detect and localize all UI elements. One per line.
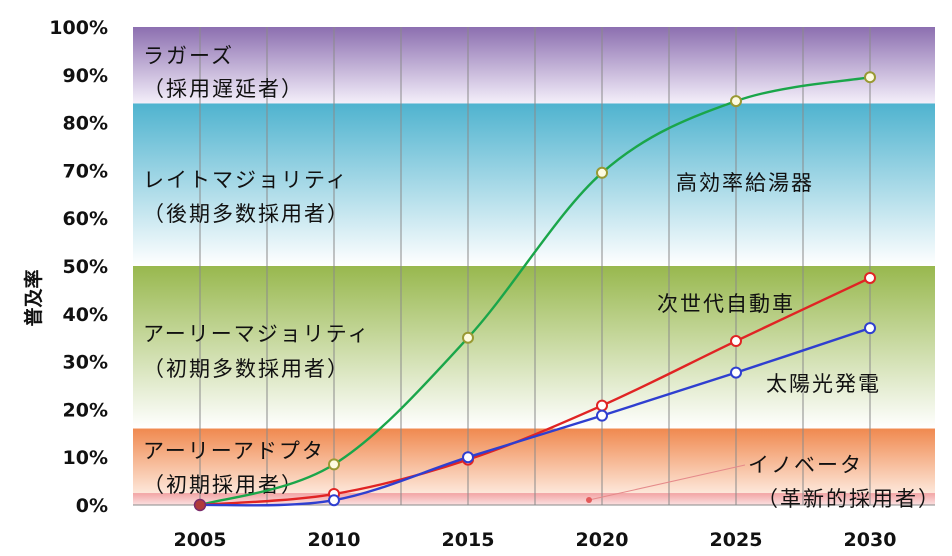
y-tick-8: 80% xyxy=(63,113,108,135)
x-tick-2: 2015 xyxy=(442,529,495,551)
series-1-point-4 xyxy=(730,335,742,348)
y-tick-5: 50% xyxy=(63,256,108,278)
band-label-4-name: イノベータ xyxy=(748,453,863,477)
series-2-point-5 xyxy=(864,322,876,335)
series-2-point-1 xyxy=(328,494,340,507)
series-2-point-3 xyxy=(596,409,608,422)
innovator-pointer-line xyxy=(588,464,746,501)
y-tick-10: 100% xyxy=(49,17,108,39)
y-tick-6: 60% xyxy=(63,208,108,230)
band-label-0-name: ラガーズ xyxy=(143,44,234,68)
y-tick-2: 20% xyxy=(63,399,108,421)
series-0-point-1 xyxy=(328,458,340,471)
series-label-2: 太陽光発電 xyxy=(766,372,881,396)
band-label-0-sub: （採用遅延者） xyxy=(143,77,304,101)
y-axis-label: 普及率 xyxy=(22,269,45,326)
series-line-1 xyxy=(199,276,871,507)
x-tick-4: 2025 xyxy=(710,529,763,551)
origin-point xyxy=(193,498,207,512)
series-2-point-4 xyxy=(730,366,742,379)
x-tick-1: 2010 xyxy=(308,529,361,551)
series-1-point-5 xyxy=(864,271,876,284)
band-label-3-sub: （初期採用者） xyxy=(143,473,304,497)
series-0-point-4 xyxy=(730,95,742,108)
x-tick-3: 2020 xyxy=(576,529,629,551)
series-label-1: 次世代自動車 xyxy=(657,292,795,316)
series-0-point-5 xyxy=(864,71,876,84)
x-tick-0: 2005 xyxy=(174,529,227,551)
series-1-point-3 xyxy=(596,399,608,412)
band-label-3-name: アーリーアドプタ xyxy=(143,439,325,463)
y-tick-1: 10% xyxy=(63,447,108,469)
band-4 xyxy=(133,493,935,505)
series-0-point-2 xyxy=(462,331,474,344)
band-label-2-name: アーリーマジョリティ xyxy=(143,322,370,346)
y-tick-4: 40% xyxy=(63,304,108,326)
innovator-pointer-dot xyxy=(586,497,592,503)
y-tick-7: 70% xyxy=(63,160,108,182)
y-tick-9: 90% xyxy=(63,65,108,87)
series-label-0: 高効率給湯器 xyxy=(676,171,814,195)
band-label-1-sub: （後期多数採用者） xyxy=(143,202,350,226)
y-tick-3: 30% xyxy=(63,352,108,374)
series-0-point-3 xyxy=(596,166,608,179)
series-2-point-2 xyxy=(462,451,474,464)
band-label-4-sub: （革新的採用者） xyxy=(757,487,941,511)
band-label-2-sub: （初期多数採用者） xyxy=(143,357,350,381)
series-line-2 xyxy=(199,327,871,507)
y-tick-0: 0% xyxy=(76,495,108,517)
x-tick-5: 2030 xyxy=(844,529,897,551)
band-label-1-name: レイトマジョリティ xyxy=(143,168,349,192)
